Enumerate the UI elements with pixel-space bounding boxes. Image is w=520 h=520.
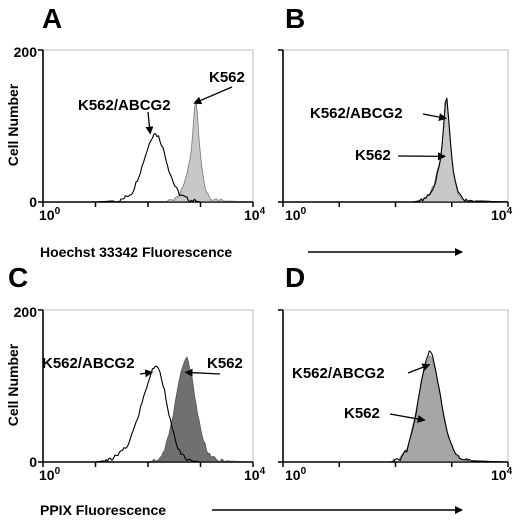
- plot-frame: [42, 309, 254, 463]
- annotation-label-k562-abcg2: K562/ABCG2: [310, 105, 403, 122]
- histogram-panel-a: K562/ABCG2 K562: [38, 49, 254, 207]
- annotation-arrow-k562: [193, 86, 233, 105]
- y-tick-min-c: 0: [29, 454, 37, 470]
- annotation-arrow-k562-abcg2: [422, 113, 447, 122]
- panel-letter-b: B: [285, 3, 305, 34]
- annotation-label-k562-abcg2: K562/ABCG2: [42, 355, 135, 372]
- svg-text:100: 100: [39, 206, 61, 223]
- svg-text:100: 100: [39, 466, 61, 483]
- annotation-arrow-k562-abcg2: [407, 363, 431, 374]
- histogram-panel-c: K562/ABCG2 K562: [38, 309, 254, 467]
- annotation-label-k562: K562: [344, 405, 380, 422]
- panel-letter-a: A: [42, 3, 62, 34]
- plot-frame: [282, 309, 509, 463]
- x-tick-min-d: 100: [285, 466, 307, 483]
- x-tick-min-c: 100: [39, 466, 61, 483]
- x-tick-max-d: 104: [491, 466, 513, 483]
- svg-text:100: 100: [285, 466, 307, 483]
- x-axis-label-row2: PPIX Fluorescence: [40, 502, 166, 518]
- panel-letter-c: C: [8, 262, 28, 293]
- annotation-label-k562-abcg2: K562/ABCG2: [78, 97, 171, 114]
- annotation-label-k562-abcg2: K562/ABCG2: [292, 365, 385, 382]
- y-tick-max-a: 200: [14, 44, 38, 60]
- svg-text:104: 104: [491, 466, 513, 483]
- histogram-k562-abcg2: [42, 133, 254, 203]
- x-tick-max-b: 104: [491, 206, 513, 223]
- svg-text:104: 104: [244, 466, 266, 483]
- y-axis-label-c: Cell Number: [5, 343, 21, 426]
- svg-text:104: 104: [491, 206, 513, 223]
- x-tick-max-c: 104: [244, 466, 266, 483]
- plot-frame: [282, 49, 509, 203]
- panel-letter-d: D: [285, 262, 305, 293]
- svg-text:104: 104: [244, 206, 266, 223]
- x-axis-label-row1: Hoechst 33342 Fluorescence: [40, 244, 232, 260]
- annotation-label-k562: K562: [207, 355, 243, 372]
- histogram-k562-abcg2: [42, 365, 254, 463]
- y-tick-max-c: 200: [14, 304, 38, 320]
- annotation-arrow-k562-abcg2: [139, 369, 154, 378]
- x-tick-min-a: 100: [39, 206, 61, 223]
- annotation-arrow-k562: [389, 413, 426, 423]
- histogram-panel-b: K562/ABCG2 K562: [278, 49, 509, 207]
- annotation-label-k562: K562: [209, 69, 245, 86]
- x-tick-max-a: 104: [244, 206, 266, 223]
- y-axis-label-a: Cell Number: [5, 83, 21, 166]
- x-tick-min-b: 100: [285, 206, 307, 223]
- svg-text:100: 100: [285, 206, 307, 223]
- histogram-k562-abcg2: [282, 350, 509, 463]
- annotation-label-k562: K562: [355, 147, 391, 164]
- histogram-k562-abcg2: [282, 97, 509, 203]
- y-tick-min-a: 0: [29, 194, 37, 210]
- annotation-arrow-k562-abcg2: [145, 111, 154, 135]
- histogram-panel-d: K562/ABCG2 K562: [278, 309, 509, 467]
- annotation-arrow-k562: [184, 368, 221, 377]
